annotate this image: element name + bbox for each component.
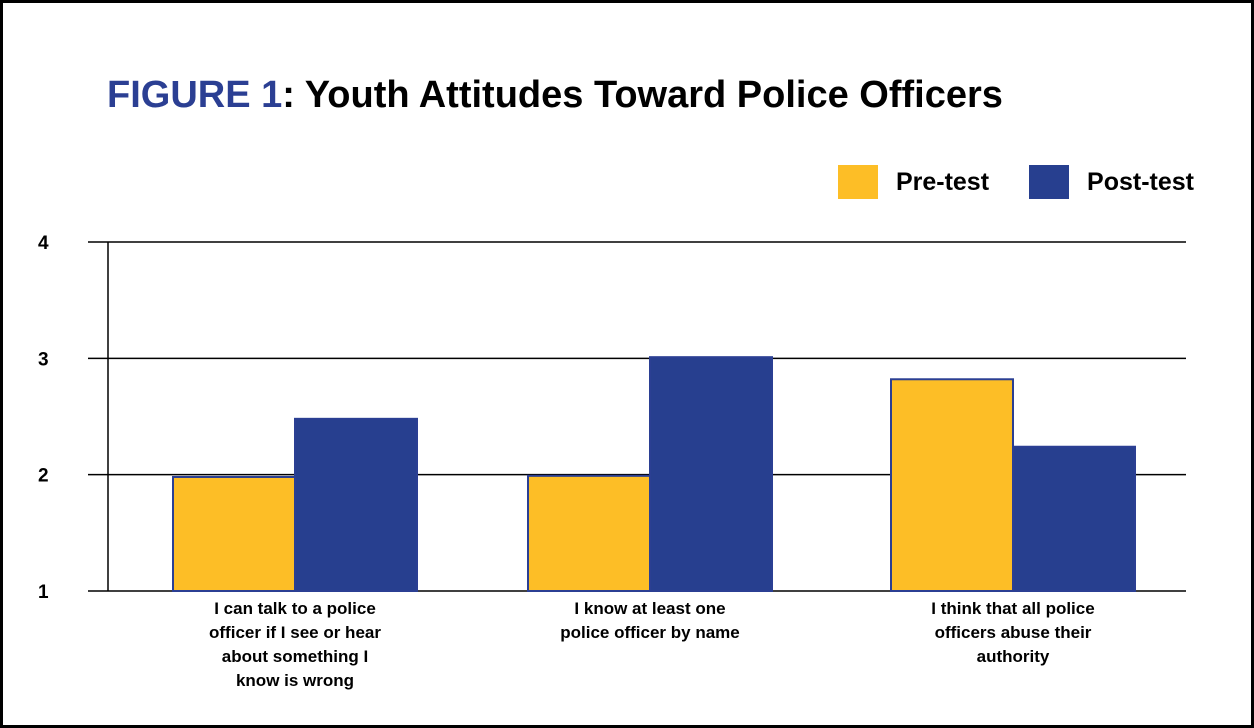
x-tick-label-line: authority	[977, 647, 1050, 666]
x-tick-label: I can talk to a police officer if I see o…	[209, 599, 381, 690]
x-tick-label-line: I know at least one	[574, 599, 725, 618]
x-tick-label-line: officer if I see or hear	[209, 623, 381, 642]
legend-label-post-test: Post-test	[1087, 167, 1194, 196]
bar	[890, 378, 1014, 593]
x-tick-label-line: officers abuse their	[935, 623, 1092, 642]
x-tick-label-line: know is wrong	[236, 671, 354, 690]
y-tick-label: 3	[38, 349, 49, 370]
x-tick-label-line: I can talk to a police	[214, 599, 376, 618]
bar	[649, 356, 773, 593]
bar	[294, 417, 418, 592]
x-tick-label: I think that all police officers abuse th…	[931, 599, 1094, 666]
x-tick-label-line: about something I	[222, 647, 368, 666]
legend-item-pre-test: Pre-test	[837, 165, 990, 199]
chart-title-prefix: FIGURE 1	[107, 74, 283, 116]
y-tick-label: 2	[38, 466, 49, 487]
legend-label-pre-test: Pre-test	[895, 167, 990, 196]
legend-item-post-test: Post-test	[1029, 165, 1194, 199]
chart-title-main: : Youth Attitudes Toward Police Officers	[282, 74, 1003, 116]
bar	[527, 474, 651, 592]
y-tick-label: 1	[38, 582, 49, 603]
y-tick-label: 4	[38, 233, 49, 254]
bar	[172, 475, 296, 593]
legend-swatch-post-test	[1029, 165, 1070, 199]
legend-swatch-pre-test	[837, 165, 878, 199]
chart-legend: Pre-test Post-test	[798, 165, 1194, 199]
bar	[1012, 445, 1136, 592]
x-tick-label: I know at least one police officer by nam…	[560, 599, 740, 642]
x-tick-label-line: I think that all police	[931, 599, 1094, 618]
chart-title: FIGURE 1: Youth Attitudes Toward Police …	[107, 72, 1003, 118]
x-tick-label-line: police officer by name	[560, 623, 740, 642]
